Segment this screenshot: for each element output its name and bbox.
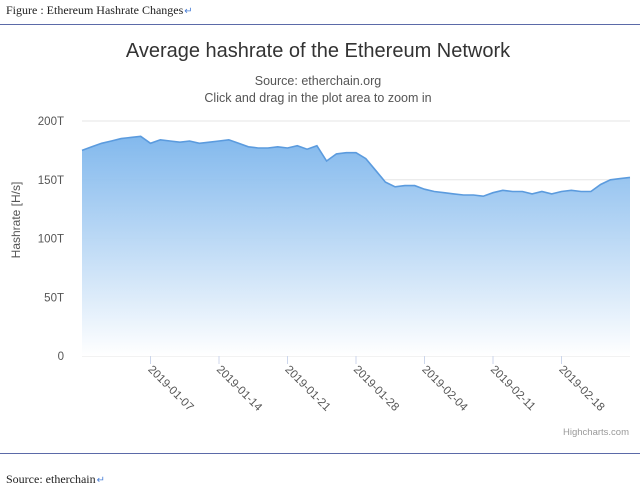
y-tick-label: 0 xyxy=(58,351,64,363)
hashrate-chart[interactable]: Average hashrate of the Ethereum Network… xyxy=(0,25,640,450)
y-tick-label: 50T xyxy=(44,292,64,304)
y-tick-label: 100T xyxy=(38,234,64,246)
y-tick-label: 200T xyxy=(38,116,64,128)
x-tick-label: 2019-01-21 xyxy=(282,364,332,414)
chart-title: Average hashrate of the Ethereum Network xyxy=(126,40,511,62)
source-note: Source: etherchain↵ xyxy=(6,472,106,486)
hashrate-line xyxy=(81,135,631,198)
highcharts-credits-link[interactable]: Highcharts.com xyxy=(563,427,629,438)
y-axis-label: Hashrate [H/s] xyxy=(9,182,23,259)
chart-subtitle-source: Source: etherchain.org xyxy=(255,74,382,88)
top-border xyxy=(0,24,640,25)
paragraph-mark-icon: ↵ xyxy=(184,6,193,17)
paragraph-mark-icon: ↵ xyxy=(96,475,106,486)
chart-subtitle-zoom-hint: Click and drag in the plot area to zoom … xyxy=(204,91,431,105)
x-tick-label: 2019-01-14 xyxy=(214,364,265,415)
x-tick-label: 2019-02-11 xyxy=(488,364,537,413)
y-tick-label: 150T xyxy=(38,175,64,187)
x-tick-label: 2019-01-28 xyxy=(351,364,401,414)
x-tick-label: 2019-02-18 xyxy=(556,364,606,414)
figure-caption: Figure : Ethereum Hashrate Changes↵ xyxy=(6,3,193,17)
bottom-border xyxy=(0,453,640,454)
x-tick-label: 2019-02-04 xyxy=(419,364,470,415)
x-tick-label: 2019-01-07 xyxy=(145,364,195,414)
hashrate-area xyxy=(82,136,630,356)
